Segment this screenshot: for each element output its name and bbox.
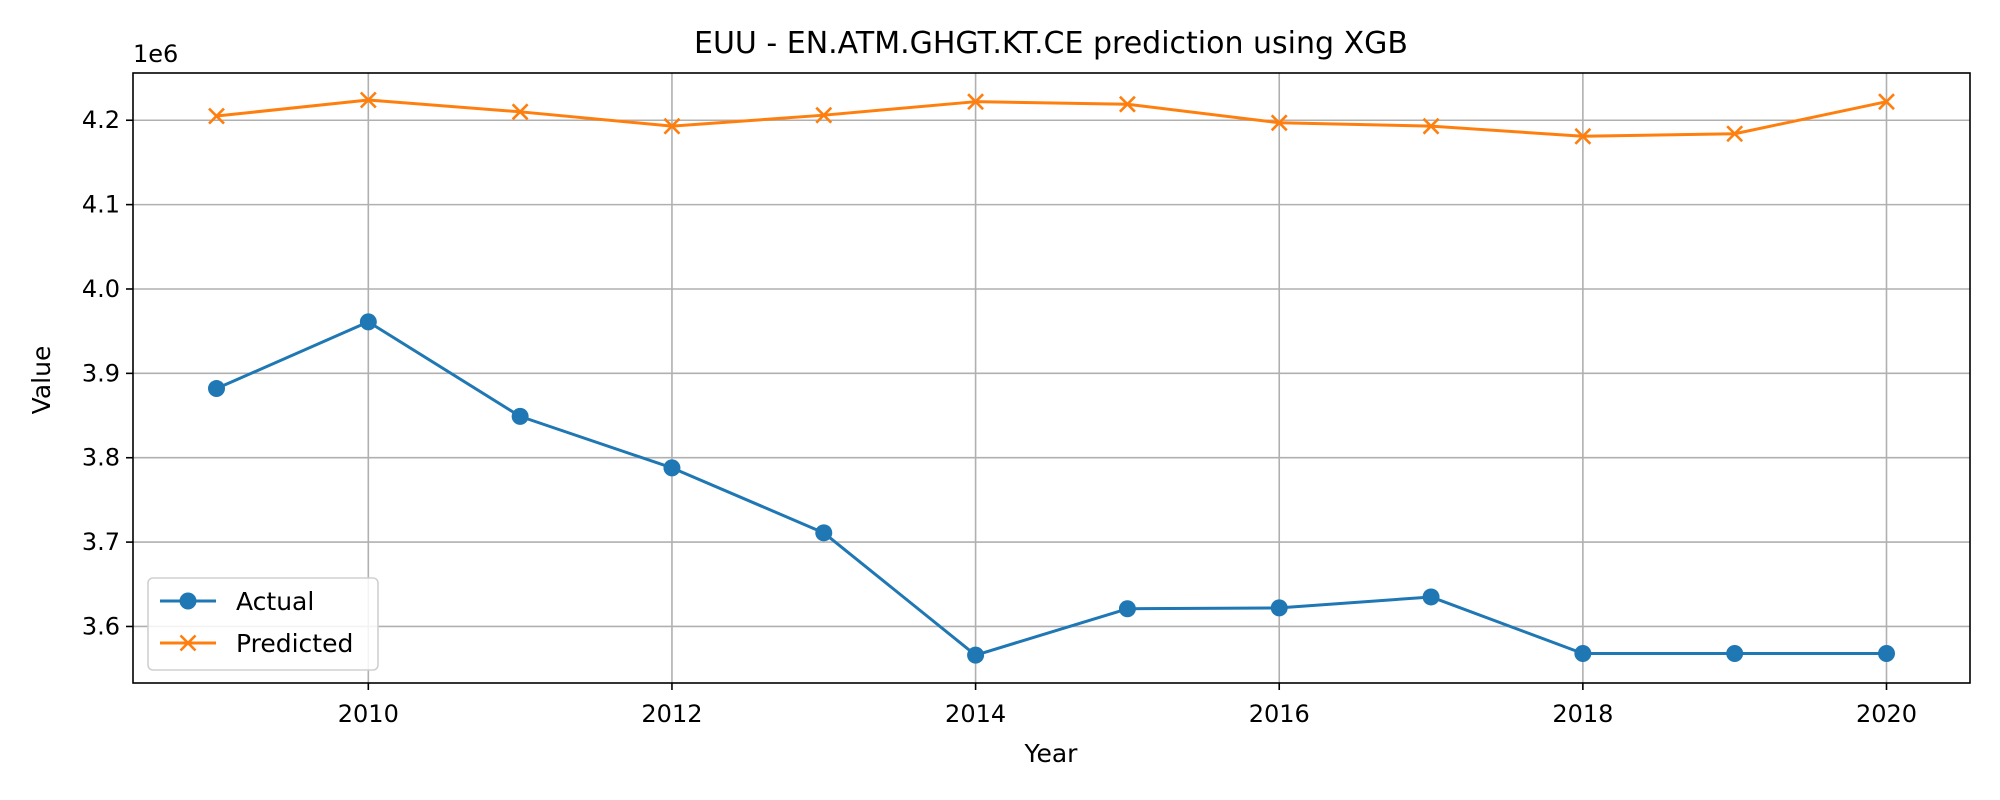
data-point: [1422, 117, 1440, 135]
data-point: [208, 107, 225, 125]
legend-item-predicted: Predicted: [160, 629, 353, 658]
x-tick-label: 2014: [945, 700, 1006, 728]
data-point: [815, 524, 833, 542]
legend-label: Actual: [236, 587, 314, 616]
y-axis-multiplier: 1e6: [133, 40, 178, 68]
y-axis-label: Value: [27, 346, 56, 415]
legend: Actual Predicted: [147, 577, 379, 671]
x-tick-label: 2010: [338, 700, 399, 728]
y-tick-label: 3.9: [82, 359, 120, 387]
data-point: [208, 380, 225, 398]
series-layer: [208, 91, 1895, 664]
x-tick-label: 2012: [641, 700, 702, 728]
data-point: [511, 407, 529, 425]
data-point: [967, 646, 985, 664]
x-axis-label: Year: [1024, 739, 1079, 768]
data-point: [815, 106, 833, 124]
y-tick-label: 4.0: [82, 275, 120, 303]
data-point: [1574, 127, 1592, 145]
data-point: [1270, 599, 1288, 617]
data-point: [1422, 588, 1440, 606]
x-tick-label: 2016: [1249, 700, 1310, 728]
legend-marker: [179, 592, 197, 610]
data-point: [1878, 93, 1895, 111]
data-point: [359, 313, 377, 331]
y-tick-label: 3.8: [82, 444, 120, 472]
data-point: [1118, 600, 1136, 618]
data-point: [1270, 114, 1288, 132]
legend-item-actual: Actual: [160, 587, 314, 616]
data-point: [1118, 95, 1136, 113]
plot-frame: [132, 72, 1971, 684]
data-point: [1726, 125, 1744, 143]
grid-lines: [133, 73, 1970, 683]
x-tick-label: 2020: [1856, 700, 1917, 728]
x-tick-label: 2018: [1552, 700, 1613, 728]
data-point: [663, 459, 681, 477]
series-actual: [208, 313, 1895, 664]
series-line-actual: [215, 320, 1887, 657]
data-point: [1574, 644, 1592, 662]
data-point: [967, 93, 985, 111]
data-point: [663, 117, 681, 135]
data-point: [1726, 644, 1744, 662]
y-tick-label: 3.6: [82, 612, 120, 640]
data-point: [359, 91, 377, 109]
legend-label: Predicted: [236, 629, 353, 658]
legend-marker: [179, 634, 197, 652]
axis-ticks: 2010 2012 2014 2016 2018 2020 3.6 3.7 3.8 3.9 4.0 4…: [82, 106, 1917, 728]
series-line-predicted: [216, 98, 1887, 138]
data-point: [1878, 644, 1895, 662]
data-point: [511, 103, 529, 121]
y-tick-label: 4.1: [82, 191, 120, 219]
series-predicted: [208, 91, 1895, 145]
chart-title: EUU - EN.ATM.GHGT.KT.CE prediction using…: [694, 26, 1408, 61]
y-tick-label: 4.2: [82, 106, 120, 134]
y-tick-label: 3.7: [82, 528, 120, 556]
